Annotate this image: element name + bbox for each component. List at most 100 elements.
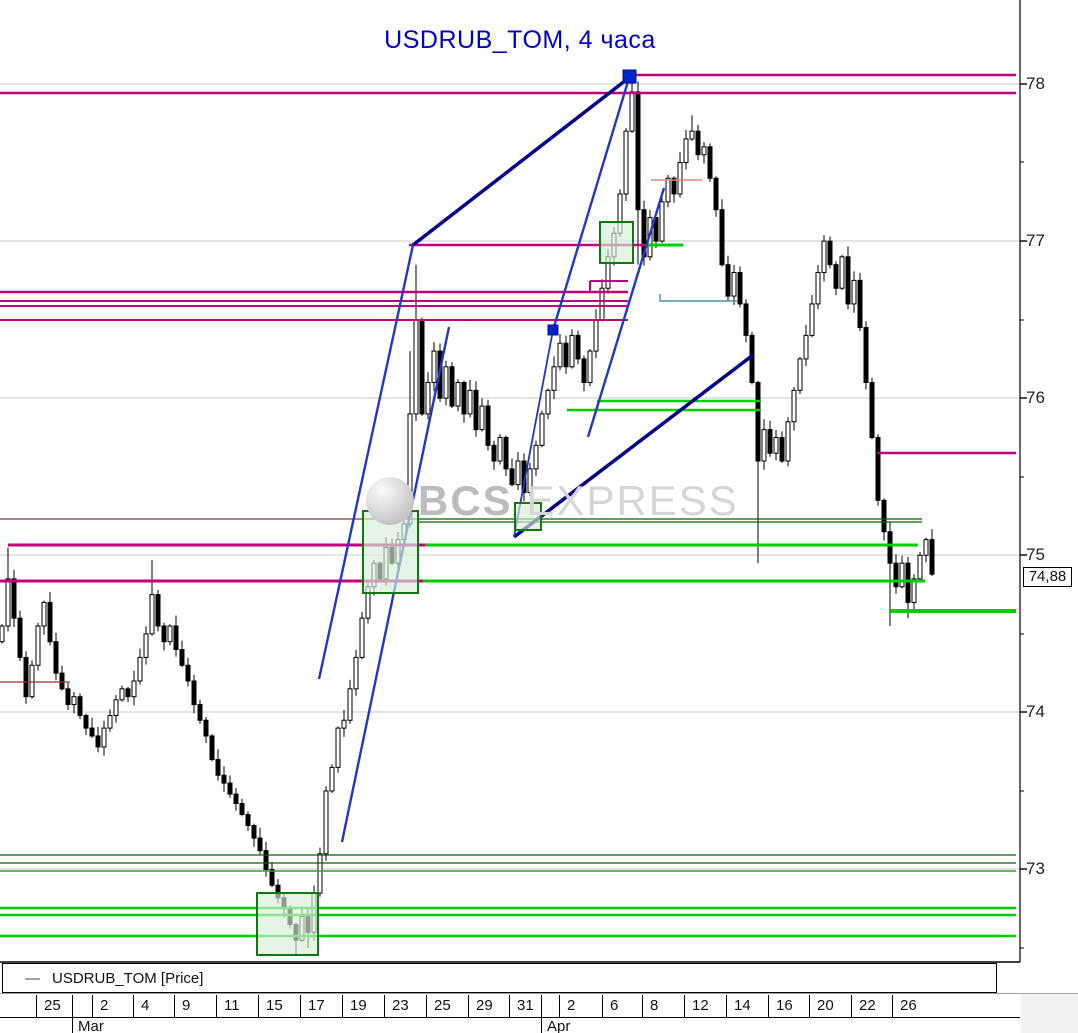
series-line-icon: — (25, 969, 40, 987)
candle-bull (731, 272, 737, 297)
trendline-navy[interactable] (411, 75, 632, 247)
day-label: 2 (567, 997, 576, 1014)
day-tick-separator (768, 995, 769, 1017)
candle-bear (77, 696, 83, 717)
candle-bull (761, 429, 767, 462)
candle-bull (587, 350, 593, 383)
annotation-polyline-teal[interactable] (659, 294, 737, 302)
candle-bull (35, 625, 41, 666)
day-label: 26 (900, 997, 917, 1014)
candle-bear (881, 499, 887, 533)
day-tick-separator (92, 995, 93, 1017)
candle-bear (563, 342, 569, 368)
trendline-blue[interactable] (586, 187, 666, 438)
candle-bull (413, 319, 419, 415)
candle-bull (785, 421, 791, 462)
candle-bull (689, 130, 695, 140)
month-label: Apr (547, 1018, 571, 1033)
day-label: 16 (776, 997, 793, 1014)
candle-bear (833, 264, 839, 289)
candle-bear (227, 782, 233, 795)
candle-bull (665, 177, 671, 203)
candle-bear (485, 405, 491, 446)
candle-bear (827, 240, 833, 266)
price-axis-label: 78 (1026, 74, 1045, 93)
candle-bull (773, 436, 779, 454)
candle-bear (695, 130, 701, 156)
zone-box[interactable] (599, 221, 634, 264)
candle-bear (737, 272, 743, 305)
day-label: 20 (817, 997, 834, 1014)
day-label: 17 (308, 997, 325, 1014)
day-label: 4 (141, 997, 150, 1014)
candle-bull (497, 436, 503, 462)
trendline-blue[interactable] (551, 77, 631, 331)
candle-bear (251, 825, 257, 839)
day-tick-separator (300, 995, 301, 1017)
candle-bull (659, 201, 665, 242)
day-label: 8 (650, 997, 659, 1014)
month-separator (72, 995, 73, 1033)
candle-bull (533, 444, 539, 470)
candle-bear (461, 381, 467, 415)
trendline-navy[interactable] (512, 353, 755, 539)
day-label: 14 (734, 997, 751, 1014)
candle-bear (11, 578, 17, 619)
candle-bear (161, 625, 167, 643)
candle-bull (425, 381, 431, 415)
day-tick-separator (36, 995, 37, 1017)
day-label: 22 (859, 997, 876, 1014)
candle-bull (71, 696, 77, 706)
candle-bear (755, 381, 761, 462)
day-tick-separator (174, 995, 175, 1017)
candle-bull (515, 460, 521, 486)
candle-bull (791, 389, 797, 423)
candle-bull (701, 146, 707, 156)
price-axis-label: 76 (1026, 388, 1045, 407)
legend-series-label: USDRUB_TOM [Price] (52, 969, 204, 987)
price-axis-label: 74 (1026, 702, 1045, 721)
candle-bear (269, 869, 275, 886)
day-tick-separator (684, 995, 685, 1017)
candle-bull (143, 633, 149, 658)
day-tick-separator (642, 995, 643, 1017)
candle-bull (815, 272, 821, 305)
candle-bull (167, 625, 173, 643)
candle-bear (257, 837, 263, 852)
candle-bear (47, 601, 53, 643)
day-label: 11 (224, 997, 240, 1014)
anchor-square[interactable] (547, 324, 559, 336)
zone-box[interactable] (256, 892, 319, 956)
candle-bear (575, 334, 581, 360)
candle-bull (797, 358, 803, 391)
candle-bear (185, 664, 191, 682)
current-price-label: 74,88 (1023, 567, 1072, 587)
candle-bull (479, 405, 485, 431)
trendline-blue[interactable] (317, 244, 415, 680)
price-axis-label: 73 (1026, 859, 1045, 878)
candle-bull (323, 790, 329, 855)
candle-bear (203, 719, 209, 737)
candle-bull (839, 256, 845, 289)
candle-bear (743, 303, 749, 336)
candle-bear (707, 146, 713, 179)
candle-bull (851, 279, 857, 305)
day-tick-separator (809, 995, 810, 1017)
zone-box[interactable] (362, 510, 419, 594)
candle-bull (911, 578, 917, 603)
day-tick-separator (468, 995, 469, 1017)
day-tick-separator (726, 995, 727, 1017)
candle-bull (803, 334, 809, 360)
candle-bull (107, 715, 113, 729)
time-axis-bottom-divider (0, 1017, 1020, 1018)
candle-bull (5, 578, 11, 627)
day-tick-separator (342, 995, 343, 1017)
anchor-square[interactable] (622, 69, 637, 84)
day-tick-separator (133, 995, 134, 1017)
candle-bull (101, 727, 107, 748)
candle-bear (215, 759, 221, 776)
zone-box[interactable] (514, 502, 542, 531)
candle-bull (317, 853, 323, 894)
price-axis-label: 75 (1026, 545, 1045, 564)
